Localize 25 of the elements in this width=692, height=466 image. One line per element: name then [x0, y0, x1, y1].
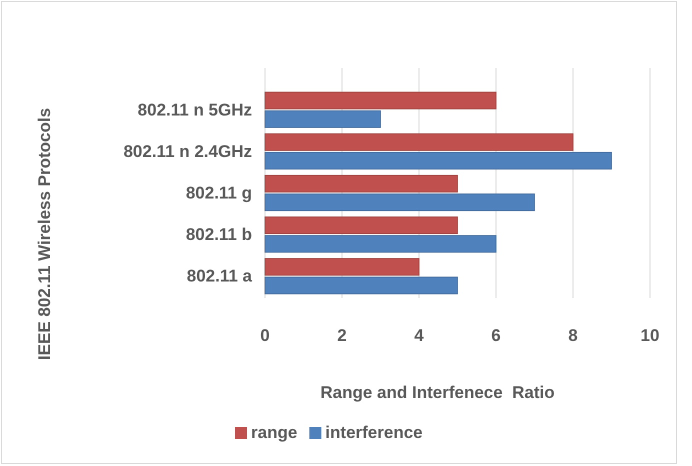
x-tick-label: 8 — [568, 326, 578, 346]
bar — [264, 235, 496, 253]
bar — [264, 174, 458, 192]
y-axis-title: IEEE 802.11 Wireless Protocols — [35, 108, 54, 360]
y-tick-label: 802.11 n 2.4GHz — [123, 142, 252, 161]
bar — [264, 276, 458, 294]
y-tick-label: 802.11 n 5GHz — [138, 100, 252, 120]
legend-label: range — [251, 423, 298, 442]
bar — [264, 110, 381, 128]
x-tick-label: 0 — [260, 326, 270, 346]
bar — [264, 152, 612, 170]
x-axis-title: Range and Interfenece Ratio — [320, 383, 555, 402]
x-tick-label: 2 — [337, 326, 347, 346]
y-tick-label: 802.11 b — [186, 225, 252, 244]
x-tick-label: 4 — [414, 326, 424, 346]
bar — [264, 258, 420, 276]
x-tick-label: 6 — [491, 326, 501, 346]
y-tick-label: 802.11 g — [186, 183, 252, 202]
legend-label: interference — [325, 423, 423, 442]
x-tick-label: 10 — [640, 326, 660, 346]
y-tick-label: 802.11 a — [186, 266, 253, 286]
bar — [264, 92, 496, 110]
bar — [264, 133, 574, 151]
bar — [264, 216, 458, 234]
bar — [264, 194, 535, 212]
